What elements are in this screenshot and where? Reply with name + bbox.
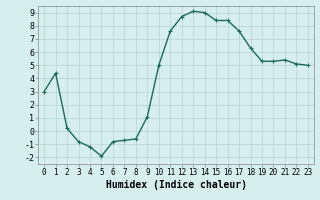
X-axis label: Humidex (Indice chaleur): Humidex (Indice chaleur) [106,180,246,190]
